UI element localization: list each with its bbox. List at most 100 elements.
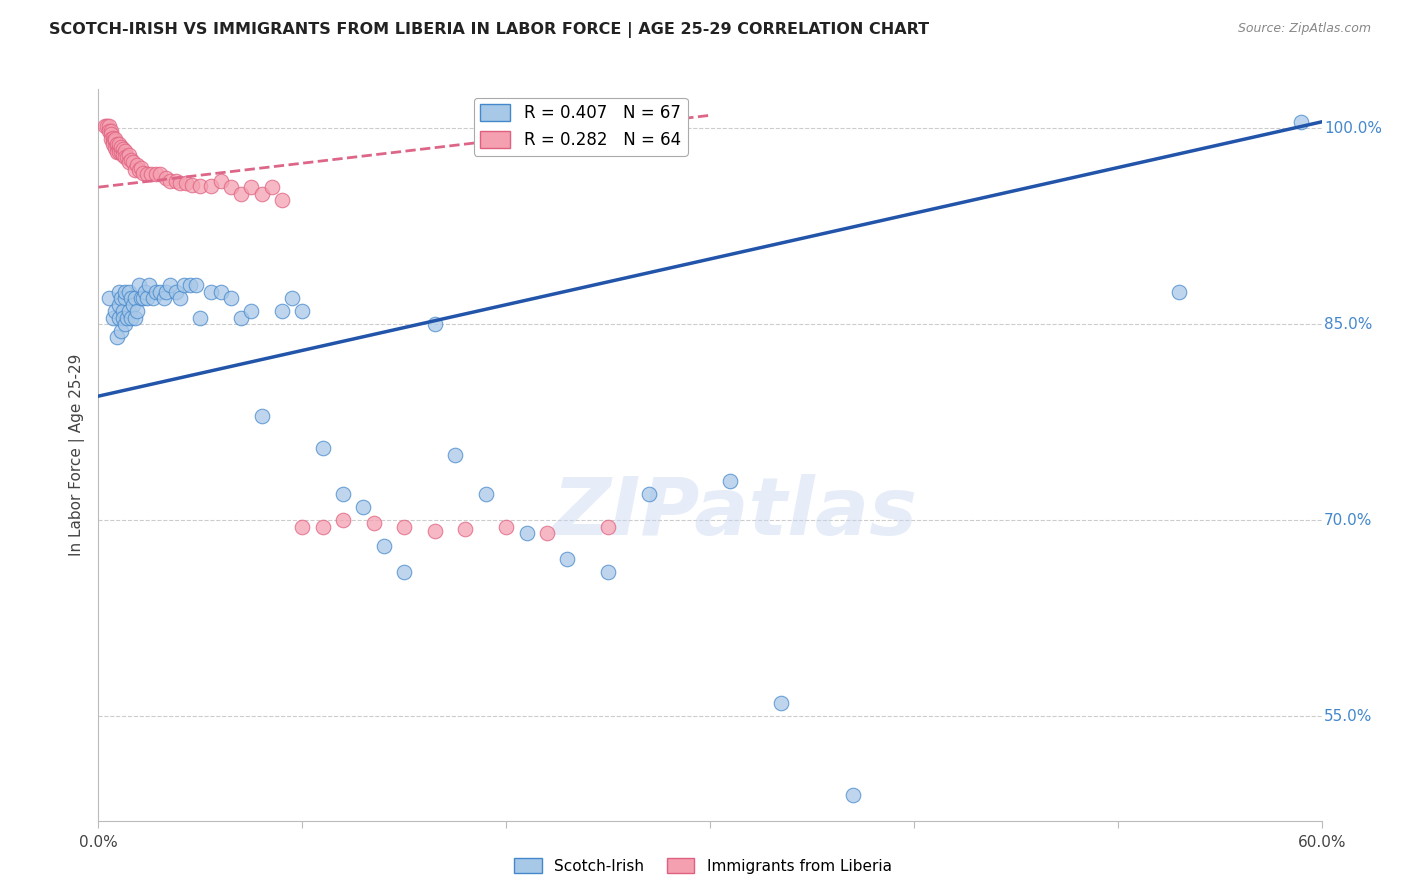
Point (392, 520, 416, 534)
Point (110, 145, 132, 159)
Point (250, 409, 273, 423)
Point (219, 291, 242, 305)
Point (188, 178, 212, 193)
Point (231, 186, 253, 201)
Point (209, 174, 232, 188)
Point (120, 291, 142, 305)
Text: ZIPatlas: ZIPatlas (553, 475, 917, 552)
Point (108, 145, 131, 159)
Point (270, 193, 294, 207)
Point (181, 178, 204, 192)
Point (128, 278, 150, 293)
Point (108, 298, 131, 312)
Point (423, 524, 446, 538)
Point (101, 310, 124, 325)
Point (101, 137, 124, 152)
Point (136, 167, 159, 181)
Point (141, 167, 163, 181)
Point (155, 285, 177, 299)
Point (108, 310, 131, 325)
Point (110, 291, 132, 305)
Point (108, 141, 131, 155)
Point (108, 285, 131, 299)
Point (114, 318, 136, 332)
Point (132, 166, 155, 180)
Point (110, 139, 132, 153)
Point (363, 516, 385, 530)
Text: 55.0%: 55.0% (1324, 708, 1372, 723)
Point (454, 522, 477, 536)
Point (111, 147, 134, 161)
Point (124, 163, 146, 178)
Point (332, 487, 354, 501)
Text: 100.0%: 100.0% (1324, 121, 1382, 136)
Point (291, 520, 314, 534)
Point (332, 513, 354, 527)
Point (145, 167, 167, 181)
Point (129, 291, 152, 305)
Point (555, 552, 579, 566)
Point (120, 310, 142, 325)
Text: 85.0%: 85.0% (1324, 317, 1372, 332)
Point (114, 144, 136, 158)
Point (152, 291, 174, 305)
Point (124, 310, 146, 325)
Point (115, 310, 138, 325)
Point (169, 176, 191, 190)
Point (104, 141, 127, 155)
Point (118, 147, 141, 161)
Point (637, 487, 661, 501)
Point (127, 304, 149, 318)
Point (129, 161, 152, 175)
Point (104, 132, 127, 146)
Point (281, 291, 304, 305)
Point (101, 135, 124, 149)
Point (114, 285, 136, 299)
Point (142, 291, 165, 305)
Point (122, 155, 145, 169)
Point (392, 566, 416, 580)
Point (169, 291, 191, 305)
Point (104, 304, 127, 318)
Point (516, 526, 538, 541)
Point (111, 142, 134, 156)
Point (118, 285, 141, 299)
Point (93, 119, 115, 133)
Point (138, 278, 160, 293)
Point (114, 150, 136, 164)
Point (97, 291, 120, 305)
Point (110, 324, 132, 338)
Y-axis label: In Labor Force | Age 25-29: In Labor Force | Age 25-29 (69, 354, 86, 556)
Point (270, 304, 294, 318)
Point (149, 285, 172, 299)
Point (128, 163, 150, 178)
Point (127, 158, 149, 172)
Point (100, 132, 122, 146)
Point (108, 137, 131, 152)
Point (105, 137, 128, 152)
Point (423, 318, 446, 332)
Point (100, 127, 122, 141)
Point (100, 124, 122, 138)
Point (97, 124, 120, 138)
Point (598, 520, 620, 534)
Point (122, 298, 145, 312)
Point (114, 291, 136, 305)
Point (111, 310, 134, 325)
Point (165, 174, 187, 188)
Point (145, 285, 167, 299)
Point (444, 448, 467, 462)
Point (159, 174, 181, 188)
Point (173, 278, 195, 293)
Point (101, 130, 124, 145)
Point (291, 304, 314, 318)
Point (200, 285, 222, 299)
Point (219, 180, 242, 194)
Point (250, 186, 273, 201)
Legend: R = 0.407   N = 67, R = 0.282   N = 64: R = 0.407 N = 67, R = 0.282 N = 64 (474, 97, 688, 155)
Point (718, 474, 742, 488)
Point (260, 180, 283, 194)
Point (1167, 285, 1189, 299)
Point (97, 119, 120, 133)
Point (96, 119, 118, 133)
